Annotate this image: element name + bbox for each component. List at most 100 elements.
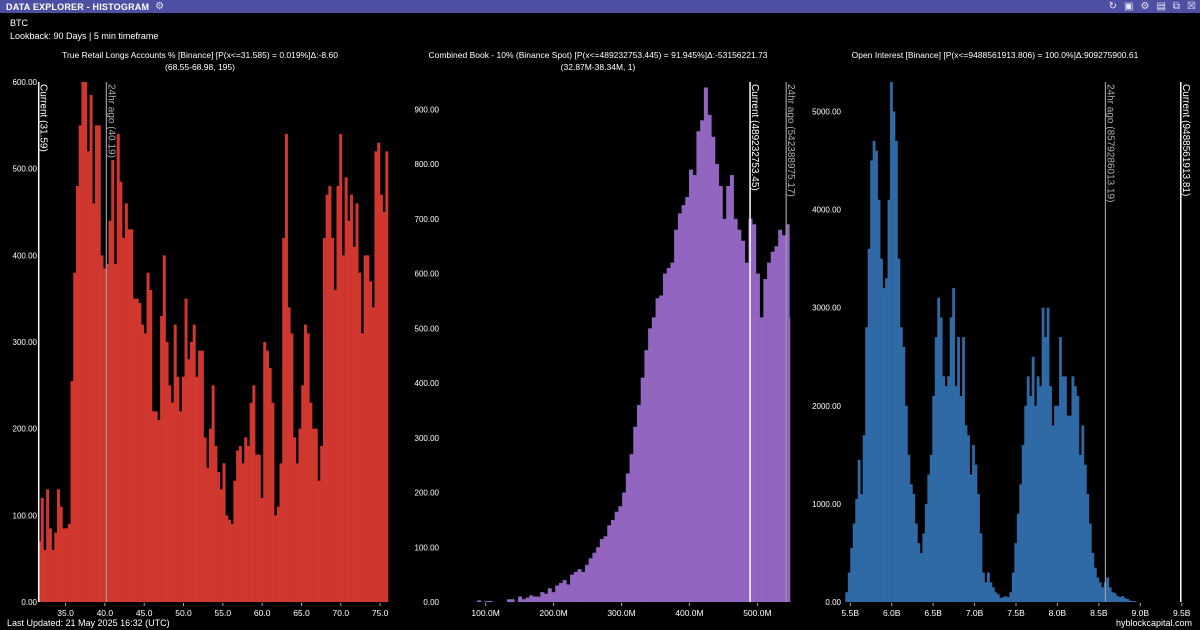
histogram-bar xyxy=(54,532,58,602)
histogram-bar xyxy=(1016,513,1020,602)
histogram-bar xyxy=(932,395,936,602)
histogram-bar xyxy=(577,569,582,602)
histogram-bar xyxy=(781,235,786,602)
symbol-label: BTC xyxy=(10,18,28,28)
histogram-bar xyxy=(666,268,671,602)
camera-icon[interactable]: ▣ xyxy=(1124,1,1134,12)
histogram-bar xyxy=(759,317,764,602)
histogram-bar xyxy=(206,467,210,602)
histogram-bar xyxy=(607,525,612,602)
histogram-bar xyxy=(947,376,951,602)
histogram-bar xyxy=(692,175,697,603)
histogram-bar xyxy=(293,437,297,602)
chart-title: Combined Book - 10% (Binance Spot) [P(x<… xyxy=(428,50,767,60)
histogram-bar xyxy=(877,199,881,603)
histogram-bar xyxy=(246,446,250,602)
histogram-bar xyxy=(89,95,93,602)
histogram-bar xyxy=(962,337,965,602)
histogram-bar xyxy=(999,598,1003,602)
histogram-bar xyxy=(662,273,668,602)
y-tick-label: 200.00 xyxy=(415,489,440,498)
x-tick-label: 40.0 xyxy=(97,608,114,618)
histogram-bar xyxy=(1083,464,1087,602)
histogram-bar xyxy=(767,262,772,602)
histogram-bar xyxy=(105,264,109,602)
y-tick-label: 300.00 xyxy=(13,338,38,347)
close-icon[interactable]: ☒ xyxy=(1187,1,1196,12)
histogram-bar xyxy=(151,411,155,602)
histogram-bar xyxy=(65,528,69,602)
histogram-bar xyxy=(681,205,686,602)
chart-subtitle: (32.87M-38.34M, 1) xyxy=(561,62,636,72)
x-tick-label: 300.0M xyxy=(607,608,635,618)
histogram-bar xyxy=(160,316,164,602)
histogram-bar xyxy=(1131,601,1134,602)
histogram-bar xyxy=(942,376,946,602)
histogram-bar xyxy=(1118,597,1122,602)
histogram-bar xyxy=(1126,599,1129,602)
histogram-bar xyxy=(1061,376,1065,602)
histogram-bar xyxy=(510,599,515,602)
histogram-bar xyxy=(850,548,854,602)
histogram-bar xyxy=(179,411,183,602)
histogram-bar xyxy=(1059,337,1062,602)
histogram-bar xyxy=(622,492,627,602)
x-tick-label: 45.0 xyxy=(136,608,153,618)
histogram-bar xyxy=(1098,582,1102,602)
histogram-bar xyxy=(1024,405,1028,602)
histogram-bar xyxy=(219,489,223,602)
histogram-bar xyxy=(1021,445,1025,602)
histogram-bar xyxy=(562,580,567,602)
sliders-icon[interactable]: ⚙ xyxy=(155,1,165,12)
histogram-bar xyxy=(1064,376,1067,602)
histogram-bar xyxy=(317,480,321,602)
histogram-bar xyxy=(233,480,237,602)
histogram-bar xyxy=(181,376,185,602)
histogram-bar xyxy=(558,582,563,602)
save-icon[interactable]: ▤ xyxy=(1156,1,1166,12)
histogram-bar xyxy=(648,328,653,602)
histogram-bar xyxy=(78,125,82,602)
histogram-bar xyxy=(276,506,280,602)
histogram-bar xyxy=(506,599,511,602)
histogram-bar xyxy=(320,446,324,602)
histogram-bar xyxy=(1034,405,1038,602)
histogram-bar xyxy=(870,160,873,602)
histogram-bar xyxy=(700,120,705,602)
refresh-icon[interactable]: ↻ xyxy=(1108,1,1118,12)
histogram-bar xyxy=(722,218,727,602)
histogram-bar xyxy=(862,435,866,602)
histogram-bar xyxy=(477,600,482,602)
y-tick-label: 300.00 xyxy=(415,434,440,443)
gear-icon[interactable]: ⚙ xyxy=(1140,1,1150,12)
histogram-bar xyxy=(94,125,98,602)
histogram-bar xyxy=(774,246,779,603)
lookback-label: Lookback: 90 Days | 5 min timeframe xyxy=(10,31,159,41)
histogram-bar xyxy=(610,519,615,602)
histogram-bar xyxy=(217,472,221,602)
histogram-bar xyxy=(488,600,493,602)
histogram-bar xyxy=(718,186,723,602)
histogram-bar xyxy=(331,238,335,602)
histogram-bar xyxy=(328,186,332,602)
histogram-bar xyxy=(982,572,985,602)
histogram-bar xyxy=(127,229,131,603)
histogram-bar xyxy=(257,454,261,602)
histogram-bar xyxy=(198,350,202,602)
copy-icon[interactable]: ⧉ xyxy=(1172,1,1181,12)
histogram-bar xyxy=(689,169,694,602)
histogram-bar xyxy=(484,600,489,602)
x-tick-label: 9.0B xyxy=(1132,608,1150,618)
histogram-bar xyxy=(540,592,545,602)
histogram-bar xyxy=(295,463,299,602)
histogram-bar xyxy=(629,454,634,602)
histogram-bar xyxy=(994,592,998,602)
histogram-bar xyxy=(249,402,253,602)
histogram-bar xyxy=(244,437,248,602)
histogram-bar xyxy=(1123,598,1127,602)
histogram-bar xyxy=(143,333,147,602)
histogram-bar xyxy=(592,552,597,602)
histogram-bar xyxy=(274,515,278,602)
histogram-bar xyxy=(857,459,861,602)
histogram-bar xyxy=(141,324,145,602)
